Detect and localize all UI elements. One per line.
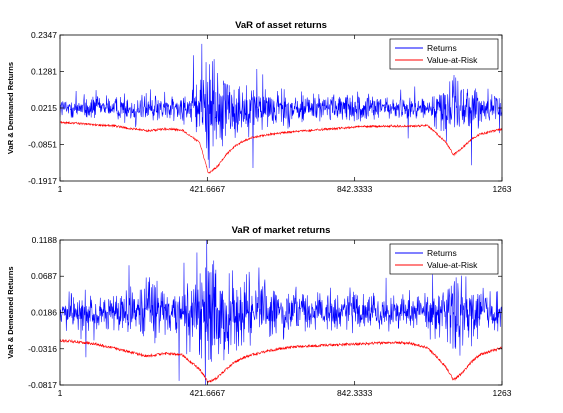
legend-label: Value-at-Risk <box>427 260 478 270</box>
series-line-returns <box>60 240 502 385</box>
y-tick-label: -0.0316 <box>28 344 57 354</box>
y-tick-label: -0.0851 <box>28 140 57 150</box>
y-tick-label: -0.1917 <box>28 176 57 186</box>
legend-label: Value-at-Risk <box>427 55 478 65</box>
y-tick-label: 0.2347 <box>31 30 57 40</box>
legend: Returns Value-at-Risk <box>389 38 499 70</box>
y-tick-label: 0.0215 <box>31 103 57 113</box>
y-axis-label: VaR & Demeaned Returns <box>6 62 15 154</box>
y-axis-label: VaR & Demeaned Returns <box>6 266 15 358</box>
y-tick-label: 0.1188 <box>32 235 58 245</box>
series-line-value-at-risk <box>60 120 502 174</box>
y-tick-label: 0.0687 <box>31 271 57 281</box>
x-tick-label: 1 <box>58 388 63 398</box>
market-returns-panel: VaR of market returns VaR & Demeaned Retu… <box>6 225 512 398</box>
x-tick-label: 842.3333 <box>337 388 373 398</box>
x-tick-label: 842.3333 <box>337 184 373 194</box>
legend-box <box>389 243 499 275</box>
asset-returns-panel: VaR of asset returns VaR & Demeaned Retur… <box>6 20 512 194</box>
chart-title: VaR of market returns <box>232 225 331 236</box>
y-tick-label: 0.0186 <box>31 307 57 317</box>
legend-label: Returns <box>427 43 457 53</box>
x-tick-label: 1263 <box>493 184 512 194</box>
x-tick-label: 1263 <box>493 388 512 398</box>
chart-title: VaR of asset returns <box>235 20 327 31</box>
series-group <box>60 240 502 385</box>
y-tick-label: 0.1281 <box>31 67 57 77</box>
series-line-value-at-risk <box>60 338 502 383</box>
y-tick-label: -0.0817 <box>28 380 57 390</box>
series-group <box>60 43 502 174</box>
legend: Returns Value-at-Risk <box>389 243 499 275</box>
legend-box <box>389 38 499 70</box>
x-tick-label: 1 <box>58 184 63 194</box>
x-tick-label: 421.6667 <box>190 388 226 398</box>
legend-label: Returns <box>427 248 457 258</box>
series-line-returns <box>60 43 502 169</box>
x-tick-label: 421.6667 <box>190 184 226 194</box>
